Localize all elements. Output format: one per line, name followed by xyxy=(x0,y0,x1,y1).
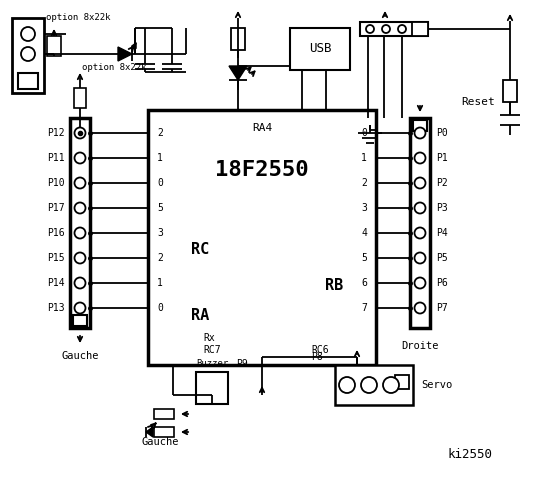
Text: P17: P17 xyxy=(48,203,65,213)
Text: RC6: RC6 xyxy=(311,345,328,355)
Bar xyxy=(47,36,61,56)
Circle shape xyxy=(75,277,86,288)
Text: Reset: Reset xyxy=(461,97,495,107)
Polygon shape xyxy=(229,66,247,80)
Circle shape xyxy=(398,25,406,33)
Text: Gauche: Gauche xyxy=(141,437,179,447)
Text: P7: P7 xyxy=(436,303,448,313)
Circle shape xyxy=(415,128,425,139)
Circle shape xyxy=(339,377,355,393)
Polygon shape xyxy=(146,427,153,437)
Text: RC: RC xyxy=(191,242,209,257)
Text: 5: 5 xyxy=(361,253,367,263)
Bar xyxy=(73,315,87,326)
Text: P3: P3 xyxy=(436,203,448,213)
Bar xyxy=(231,28,245,50)
Bar xyxy=(413,120,427,131)
Circle shape xyxy=(361,377,377,393)
Circle shape xyxy=(415,252,425,264)
Text: 0: 0 xyxy=(157,178,163,188)
Text: P13: P13 xyxy=(48,303,65,313)
Text: 1: 1 xyxy=(361,153,367,163)
Bar xyxy=(395,375,409,389)
Text: RA: RA xyxy=(191,308,209,323)
Circle shape xyxy=(366,25,374,33)
Bar xyxy=(154,409,174,419)
Text: 3: 3 xyxy=(361,203,367,213)
Circle shape xyxy=(75,203,86,214)
Circle shape xyxy=(415,203,425,214)
Bar xyxy=(154,427,174,437)
Bar xyxy=(360,22,428,36)
Text: option 8x22k: option 8x22k xyxy=(46,13,111,23)
Circle shape xyxy=(75,153,86,164)
Bar xyxy=(18,73,38,89)
Text: P10: P10 xyxy=(48,178,65,188)
Text: USB: USB xyxy=(309,43,331,56)
Circle shape xyxy=(75,228,86,239)
Text: 4: 4 xyxy=(361,228,367,238)
Circle shape xyxy=(21,47,35,61)
Text: P15: P15 xyxy=(48,253,65,263)
Circle shape xyxy=(415,178,425,189)
Text: P8: P8 xyxy=(311,352,323,362)
Bar xyxy=(503,80,517,102)
Text: 0: 0 xyxy=(157,303,163,313)
Circle shape xyxy=(382,25,390,33)
Text: P14: P14 xyxy=(48,278,65,288)
Circle shape xyxy=(415,153,425,164)
Circle shape xyxy=(415,228,425,239)
Bar xyxy=(335,365,413,405)
Text: 18F2550: 18F2550 xyxy=(215,160,309,180)
Text: P1: P1 xyxy=(436,153,448,163)
Text: 3: 3 xyxy=(157,228,163,238)
Text: P12: P12 xyxy=(48,128,65,138)
Circle shape xyxy=(415,302,425,313)
Bar xyxy=(12,18,44,93)
Text: Buzzer: Buzzer xyxy=(196,360,228,369)
Text: 1: 1 xyxy=(157,278,163,288)
Text: P9: P9 xyxy=(236,359,248,369)
Text: P11: P11 xyxy=(48,153,65,163)
Text: 2: 2 xyxy=(157,128,163,138)
Text: 0: 0 xyxy=(361,128,367,138)
Text: RA4: RA4 xyxy=(252,123,272,133)
Text: 5: 5 xyxy=(157,203,163,213)
Text: P6: P6 xyxy=(436,278,448,288)
Text: 2: 2 xyxy=(157,253,163,263)
Text: Droite: Droite xyxy=(401,341,439,351)
Circle shape xyxy=(75,252,86,264)
Bar xyxy=(290,28,350,70)
Circle shape xyxy=(21,27,35,41)
Circle shape xyxy=(75,128,86,139)
Bar xyxy=(70,118,90,328)
Text: 6: 6 xyxy=(361,278,367,288)
Text: RC7: RC7 xyxy=(203,345,221,355)
Circle shape xyxy=(75,302,86,313)
Text: P4: P4 xyxy=(436,228,448,238)
Text: P5: P5 xyxy=(436,253,448,263)
Bar xyxy=(148,110,376,365)
Text: Rx: Rx xyxy=(203,333,215,343)
Circle shape xyxy=(75,178,86,189)
Text: 1: 1 xyxy=(157,153,163,163)
Bar xyxy=(412,22,428,36)
Bar xyxy=(196,372,228,404)
Text: RB: RB xyxy=(325,277,343,292)
Circle shape xyxy=(383,377,399,393)
Text: P2: P2 xyxy=(436,178,448,188)
Text: 7: 7 xyxy=(361,303,367,313)
Text: Gauche: Gauche xyxy=(61,351,99,361)
Text: Servo: Servo xyxy=(421,380,452,390)
Bar xyxy=(74,88,86,108)
Bar xyxy=(410,118,430,328)
Text: ki2550: ki2550 xyxy=(447,448,493,461)
Circle shape xyxy=(415,277,425,288)
Text: P16: P16 xyxy=(48,228,65,238)
Text: 2: 2 xyxy=(361,178,367,188)
Text: P0: P0 xyxy=(436,128,448,138)
Text: option 8x22k: option 8x22k xyxy=(82,63,147,72)
Polygon shape xyxy=(118,47,132,61)
